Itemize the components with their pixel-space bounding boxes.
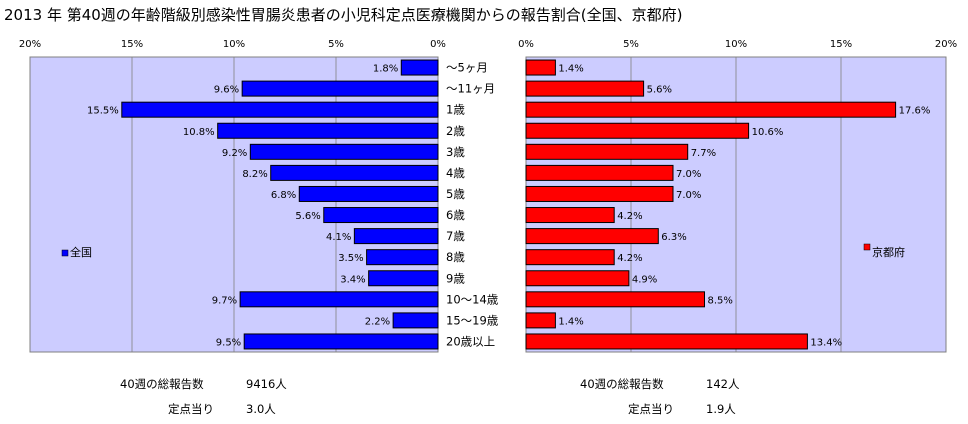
- kyoto-tick-label: 0%: [518, 39, 534, 50]
- kyoto-tick-label: 20%: [935, 39, 957, 50]
- national-bar: [249, 143, 439, 160]
- kyoto-bar-label: 7.0%: [676, 190, 701, 201]
- kyoto-bar: [525, 80, 645, 97]
- kyoto-bar: [525, 122, 750, 139]
- kyoto-bar: [525, 270, 630, 287]
- kyoto-bar-label: 7.0%: [676, 169, 701, 180]
- national-bar: [298, 185, 439, 202]
- kyoto-bar: [525, 291, 705, 308]
- kyoto-bar: [525, 207, 615, 224]
- national-bar-label: 6.8%: [271, 190, 296, 201]
- kyoto-bar-label: 13.4%: [810, 337, 842, 348]
- category-label: 7歳: [446, 229, 465, 243]
- national-tick-label: 5%: [328, 39, 344, 50]
- national-bar-label: 9.2%: [222, 148, 247, 159]
- national-bar: [400, 59, 439, 76]
- national-total-label: 40週の総報告数: [120, 377, 204, 391]
- kyoto-tick-label: 15%: [830, 39, 852, 50]
- national-bar-label: 5.6%: [295, 211, 320, 222]
- kyoto-bar-label: 17.6%: [899, 106, 931, 117]
- category-label: 4歳: [446, 166, 465, 180]
- kyoto-bar-label: 1.4%: [558, 316, 583, 327]
- category-label: 〜5ヶ月: [446, 61, 488, 75]
- kyoto-legend-swatch: [863, 243, 871, 251]
- national-bar-label: 1.8%: [373, 64, 398, 75]
- kyoto-bar-label: 4.9%: [632, 274, 657, 285]
- kyoto-bar-label: 5.6%: [647, 85, 672, 96]
- kyoto-bar: [525, 312, 556, 329]
- national-bar-label: 4.1%: [326, 232, 351, 243]
- category-label: 10〜14歳: [446, 292, 499, 306]
- category-label: 9歳: [446, 271, 465, 285]
- national-tick-label: 15%: [121, 39, 143, 50]
- national-bar-label: 9.7%: [212, 295, 237, 306]
- kyoto-bar: [525, 59, 556, 76]
- category-label: 2歳: [446, 124, 465, 138]
- national-bar: [121, 101, 439, 118]
- category-label: 20歳以上: [446, 334, 495, 348]
- kyoto-bar-label: 1.4%: [558, 64, 583, 75]
- national-bar: [392, 312, 439, 329]
- national-tick-label: 20%: [19, 39, 41, 50]
- kyoto-bar-label: 8.5%: [708, 295, 733, 306]
- national-bar: [217, 122, 439, 139]
- kyoto-bar: [525, 185, 674, 202]
- national-bar-label: 2.2%: [365, 316, 390, 327]
- national-total-value: 9416人: [246, 377, 287, 391]
- kyoto-bar-label: 4.2%: [617, 253, 642, 264]
- category-label: 8歳: [446, 250, 465, 264]
- chart-title: 2013 年 第40週の年齢階級別感染性胃腸炎患者の小児科定点医療機関からの報告…: [4, 6, 683, 24]
- kyoto-bar-label: 7.7%: [691, 148, 716, 159]
- national-bar: [368, 270, 439, 287]
- national-bar: [270, 164, 439, 181]
- national-bar-label: 9.6%: [214, 85, 239, 96]
- category-label: 〜11ヶ月: [446, 82, 495, 96]
- national-bar: [366, 249, 439, 266]
- kyoto-tick-label: 5%: [623, 39, 639, 50]
- kyoto-total-label: 40週の総報告数: [580, 377, 664, 391]
- kyoto-bar-label: 10.6%: [752, 127, 784, 138]
- category-label: 6歳: [446, 208, 465, 222]
- national-per-label: 定点当り: [168, 402, 214, 416]
- national-bar-label: 15.5%: [87, 106, 119, 117]
- national-bar-label: 9.5%: [216, 337, 241, 348]
- national-bar-label: 3.5%: [338, 253, 363, 264]
- kyoto-bar: [525, 143, 689, 160]
- national-per-value: 3.0人: [246, 402, 276, 416]
- national-bar: [323, 207, 439, 224]
- kyoto-tick-label: 10%: [725, 39, 747, 50]
- national-bar: [243, 333, 439, 350]
- kyoto-bar: [525, 101, 897, 118]
- kyoto-legend-label: 京都府: [872, 245, 905, 259]
- category-label: 5歳: [446, 187, 465, 201]
- national-tick-label: 0%: [430, 39, 446, 50]
- kyoto-total-value: 142人: [706, 377, 740, 391]
- national-bar: [239, 291, 439, 308]
- national-bar-label: 8.2%: [242, 169, 267, 180]
- kyoto-bar: [525, 333, 808, 350]
- national-bar-label: 3.4%: [340, 274, 365, 285]
- national-tick-label: 10%: [223, 39, 245, 50]
- kyoto-per-label: 定点当り: [628, 402, 674, 416]
- category-label: 3歳: [446, 145, 465, 159]
- kyoto-bar-label: 4.2%: [617, 211, 642, 222]
- category-label: 1歳: [446, 103, 465, 117]
- national-legend-label: 全国: [70, 245, 92, 259]
- national-legend-swatch: [61, 249, 69, 257]
- category-label: 15〜19歳: [446, 313, 499, 327]
- national-bar: [353, 228, 439, 245]
- national-bar-label: 10.8%: [183, 127, 215, 138]
- kyoto-bar-label: 6.3%: [661, 232, 686, 243]
- kyoto-per-value: 1.9人: [706, 402, 736, 416]
- kyoto-bar: [525, 164, 674, 181]
- national-bar: [241, 80, 439, 97]
- kyoto-bar: [525, 228, 659, 245]
- kyoto-bar: [525, 249, 615, 266]
